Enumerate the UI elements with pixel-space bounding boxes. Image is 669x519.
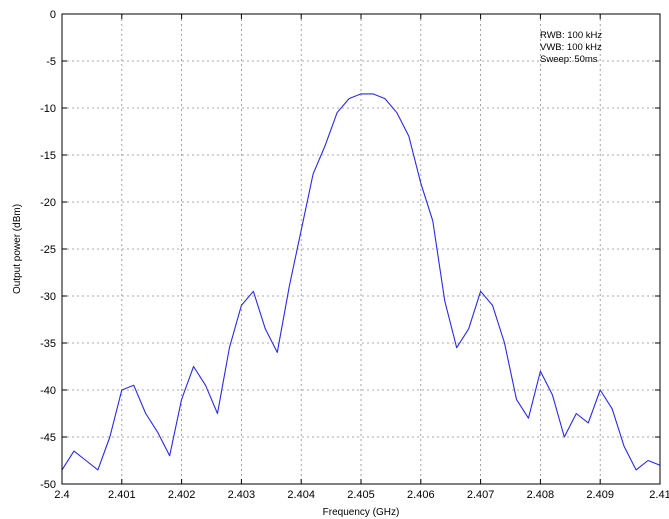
tick-label-layer: 2.4 2.401 2.402 2.403 2.404 2.405 2.406 2.407 2.… xyxy=(40,9,669,501)
annotation-sweep: Sweep: 50ms xyxy=(540,54,598,65)
x-axis-label: Frequency (GHz) xyxy=(323,507,400,518)
x-tick-label: 2.408 xyxy=(527,489,555,501)
y-axis-label: Output power (dBm) xyxy=(12,204,23,294)
x-tick-label: 2.409 xyxy=(586,489,614,501)
x-tick-label: 2.401 xyxy=(108,489,136,501)
x-tick-label: 2.41 xyxy=(649,489,669,501)
tick-layer xyxy=(61,13,661,485)
y-tick-label: -10 xyxy=(40,103,56,115)
x-tick-label: 2.403 xyxy=(228,489,256,501)
annotation-rwb: RWB: 100 kHz xyxy=(540,30,602,41)
y-tick-label: 0 xyxy=(50,9,56,21)
y-tick-label: -20 xyxy=(40,197,56,209)
y-tick-label: -30 xyxy=(40,291,56,303)
y-tick-label: -25 xyxy=(40,244,56,256)
annotation-box: RWB: 100 kHz VWB: 100 kHz Sweep: 50ms xyxy=(540,30,602,65)
x-tick-label: 2.404 xyxy=(287,489,315,501)
y-tick-label: -35 xyxy=(40,338,56,350)
y-tick-label: -5 xyxy=(46,56,56,68)
y-tick-label: -45 xyxy=(40,432,56,444)
y-tick-label: -50 xyxy=(40,479,56,491)
series-line xyxy=(61,93,661,471)
y-tick-label: -40 xyxy=(40,385,56,397)
x-tick-label: 2.402 xyxy=(168,489,196,501)
x-tick-label: 2.4 xyxy=(54,489,69,501)
grid-lines xyxy=(62,14,660,484)
annotation-vwb: VWB: 100 kHz xyxy=(540,42,602,53)
x-tick-label: 2.407 xyxy=(467,489,495,501)
x-tick-label: 2.406 xyxy=(407,489,435,501)
x-tick-label: 2.405 xyxy=(347,489,375,501)
y-tick-label: -15 xyxy=(40,150,56,162)
series-layer xyxy=(61,93,661,471)
